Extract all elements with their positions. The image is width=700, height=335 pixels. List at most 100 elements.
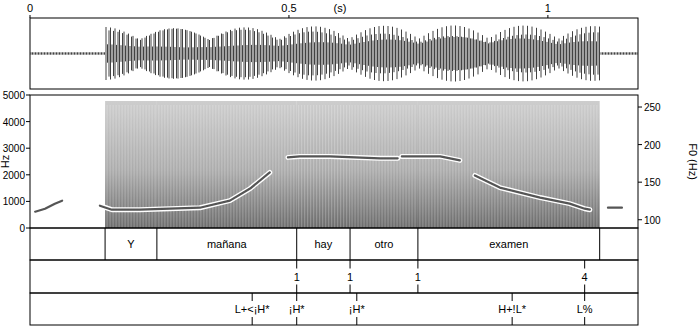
y-tick <box>26 201 30 202</box>
spectrogram-striation <box>224 105 225 228</box>
spectrogram-striation <box>434 105 435 228</box>
spectrogram-striation <box>491 105 492 228</box>
point-tick-lower <box>252 317 253 325</box>
point-tick-lower <box>356 317 357 325</box>
interval-label: examen <box>489 238 528 250</box>
spectrogram-striation <box>313 105 314 228</box>
spectrogram-striation <box>578 105 579 228</box>
spectrogram-striation <box>221 105 222 228</box>
tier-frame <box>30 293 638 325</box>
spectrogram-striation <box>212 105 213 228</box>
y-tick <box>26 95 30 96</box>
spectrogram-striation <box>464 105 465 228</box>
x-tick <box>30 15 31 18</box>
spectrogram-striation <box>275 105 276 228</box>
y-tick-label: 3000 <box>3 143 26 154</box>
spectrogram-striation <box>245 105 246 228</box>
spectrogram-striation <box>218 105 219 228</box>
spectrogram-striation <box>572 105 573 228</box>
spectrogram-striation <box>470 105 471 228</box>
y-tick-label: 4000 <box>3 117 26 128</box>
interval-boundary <box>417 228 418 260</box>
spectrogram-striation <box>458 105 459 228</box>
point-tick-lower <box>584 285 585 294</box>
spectrogram-striation <box>319 105 320 228</box>
spectrogram-striation <box>422 105 423 228</box>
spectrogram-striation <box>251 105 252 228</box>
spectrogram-striation <box>500 105 501 228</box>
spectrogram-striation <box>206 105 207 228</box>
spectrogram-striation <box>352 105 353 228</box>
spectrogram-striation <box>440 105 441 228</box>
y2-tick <box>638 182 642 183</box>
point-label: 1 <box>347 271 353 283</box>
spectrogram-striation <box>236 105 237 228</box>
spectrogram-striation <box>593 105 594 228</box>
spectrogram-striation <box>376 105 377 228</box>
spectrogram-striation <box>209 105 210 228</box>
spectrogram-striation <box>575 105 576 228</box>
interval-label: Y <box>127 238 135 250</box>
spectrogram-striation <box>257 105 258 228</box>
y2-axis-label: F0 (Hz) <box>687 143 699 180</box>
spectrogram-striation <box>488 105 489 228</box>
point-tick-lower <box>296 317 297 325</box>
spectrogram-striation <box>569 105 570 228</box>
point-tick-lower <box>296 285 297 294</box>
spectrogram-frame <box>30 95 638 228</box>
spectrogram-striation <box>545 105 546 228</box>
x-tick <box>547 15 548 18</box>
spectrogram-striation <box>515 105 516 228</box>
point-tick <box>296 260 297 269</box>
spectrogram-striation <box>263 105 264 228</box>
spectrogram-striation <box>316 105 317 228</box>
spectrogram-striation <box>512 105 513 228</box>
tier-frame <box>30 228 638 260</box>
spectrogram-striation <box>391 105 392 228</box>
point-tick <box>584 293 585 301</box>
point-tick <box>296 293 297 301</box>
spectrogram-striation <box>284 105 285 228</box>
point-label: 4 <box>582 271 588 283</box>
spectrogram-striation <box>403 105 404 228</box>
y-tick-label: 1000 <box>3 196 26 207</box>
spectrogram-striation <box>310 105 311 228</box>
y2-tick <box>638 107 642 108</box>
waveform-frame <box>30 18 638 89</box>
f0-contour <box>35 156 622 211</box>
point-label: ¡H* <box>349 303 366 315</box>
spectrogram-striation <box>278 105 279 228</box>
spectrogram-striation <box>397 105 398 228</box>
spectrogram-striation <box>328 105 329 228</box>
spectrogram-striation <box>476 105 477 228</box>
spectrogram-striation <box>334 105 335 228</box>
spectrogram-striation <box>361 105 362 228</box>
spectrogram-striation <box>304 105 305 228</box>
point-tick <box>584 260 585 269</box>
point-tick-lower <box>512 317 513 325</box>
spectrogram-striation <box>298 105 299 228</box>
point-tick <box>252 293 253 301</box>
spectrogram-striation <box>536 105 537 228</box>
point-label: 1 <box>415 271 421 283</box>
spectrogram-striation <box>443 105 444 228</box>
spectrogram-striation <box>239 105 240 228</box>
y-tick <box>26 148 30 149</box>
spectrogram-striation <box>269 105 270 228</box>
spectrogram-striation <box>325 105 326 228</box>
spectrogram-striation <box>400 105 401 228</box>
spectrogram-striation <box>272 105 273 228</box>
y-tick <box>26 174 30 175</box>
spectrogram-striation <box>281 105 282 228</box>
spectrogram-striation <box>346 105 347 228</box>
x-tick <box>288 15 289 18</box>
y2-tick <box>638 219 642 220</box>
spectrogram-striation <box>479 105 480 228</box>
spectrogram-striation <box>266 105 267 228</box>
spectrogram-striation <box>467 105 468 228</box>
spectrogram-striation <box>530 105 531 228</box>
waveform <box>31 26 637 82</box>
spectrogram-striation <box>242 105 243 228</box>
spectrogram-striation <box>394 105 395 228</box>
point-label: ¡H* <box>289 303 306 315</box>
